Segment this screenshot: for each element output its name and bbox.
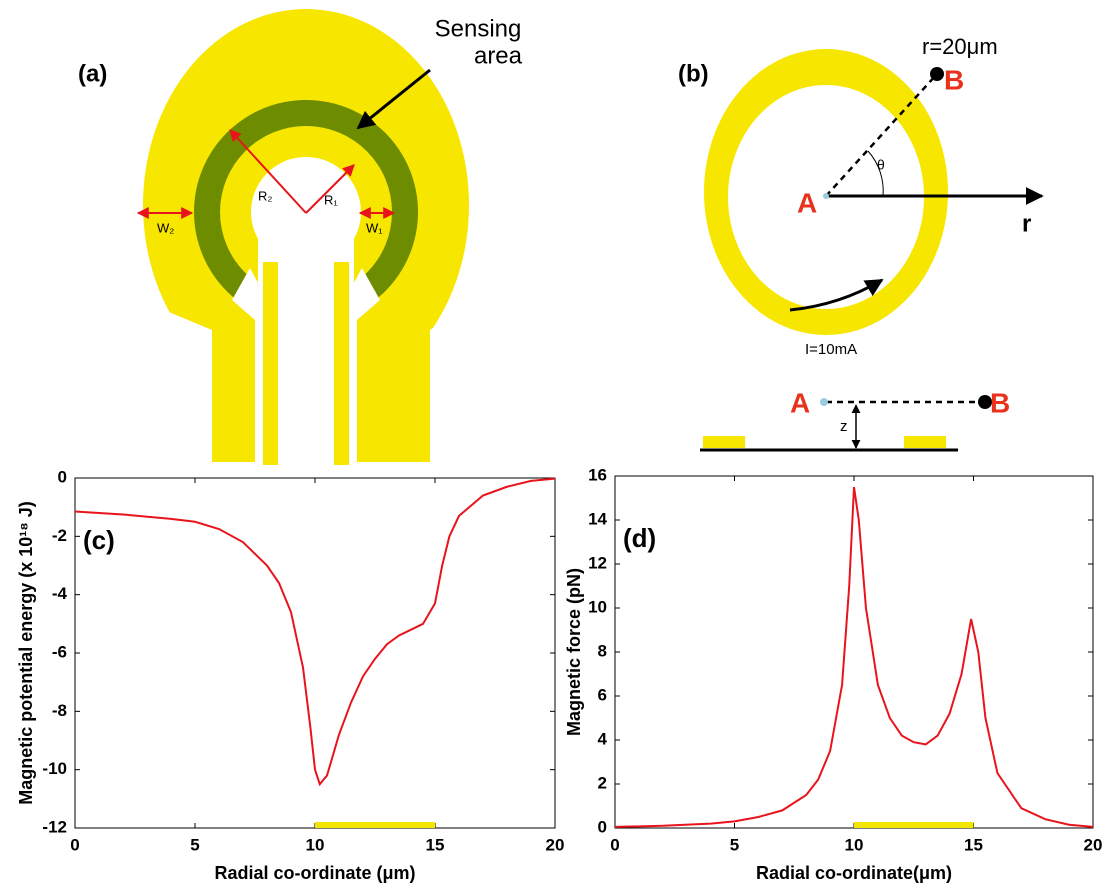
plot-area [74,477,556,829]
panel-label: (c) [83,525,115,555]
data-line [74,477,556,787]
cut [140,300,212,470]
r2-label: R₂ [258,188,272,203]
point-a [823,193,829,199]
y-tick-label: -10 [42,759,67,778]
x-tick-label: 15 [426,835,445,854]
panel-label: (d) [623,523,656,553]
point-b-label: B [944,64,964,95]
wire-section [904,436,946,448]
point-b [930,67,944,81]
diagram-b: (b) r=20μm B A θ r I=10mA A B z [678,34,1044,452]
x-tick-label: 5 [730,835,739,854]
radius-label: r=20μm [922,34,998,59]
current-label: I=10mA [805,341,857,358]
lead [334,262,349,465]
height-label: z [840,418,848,435]
x-tick-label: 15 [964,835,983,854]
wire-section [703,436,745,448]
y-tick-label: 10 [588,597,607,616]
y-tick-label: 4 [598,729,608,748]
y-tick-label: 12 [588,553,607,572]
y-tick-label: -12 [42,817,67,836]
radius-line [825,73,938,197]
y-axis-label: Magnetic potential energy (x 10¹⁸ J) [16,501,36,805]
y-tick-label: 8 [598,641,607,660]
angle-label: θ [877,157,885,173]
side-b-label: B [990,387,1010,418]
w2-label: W₂ [157,220,174,235]
lead [263,262,278,465]
panel-label: (a) [78,60,107,87]
y-tick-label: 6 [598,685,607,704]
y-tick-label: 16 [588,465,607,484]
y-tick-label: -4 [52,584,68,603]
x-axis-label: Radial co-ordinate (μm) [214,863,415,883]
y-tick-label: -6 [52,642,67,661]
panel-label: (b) [678,60,709,87]
electrode-range [854,822,974,828]
y-axis-label: Magnetic force (pN) [564,568,584,736]
annotation-arrow [356,68,431,130]
y-tick-label: 0 [598,817,607,836]
y-tick-label: 2 [598,773,607,792]
x-tick-label: 0 [610,835,619,854]
y-tick-label: -2 [52,526,67,545]
electrode-range [315,822,435,828]
x-tick-label: 20 [1084,835,1103,854]
plot-area [614,475,1094,829]
current-arrow [789,278,884,312]
y-tick-label: 14 [588,509,607,528]
side-a-label: A [790,387,810,418]
angle-arc [867,150,884,197]
x-tick-label: 20 [546,835,565,854]
point-a [820,398,828,406]
axis-label: r [1022,210,1031,237]
point-b [978,395,992,409]
slot [232,268,262,462]
annotation: area [474,42,523,69]
x-tick-label: 10 [306,835,325,854]
cut [430,300,472,470]
r1-arrow [305,164,355,214]
y-tick-label: -8 [52,701,67,720]
w1-label: W₁ [366,220,383,235]
annotation: Sensing [435,15,522,42]
slot [350,268,380,462]
point-a-label: A [797,187,817,218]
y-tick-label: 0 [58,467,67,486]
r1-label: R₁ [324,192,338,207]
x-tick-label: 5 [190,835,199,854]
diagram-a: (a) Sensing area R₂ R₁ W₂ W₁ [78,9,523,470]
r2-arrow [229,129,307,214]
data-line [614,486,1094,828]
x-axis-label: Radial co-ordinate(μm) [756,863,952,883]
x-tick-label: 10 [845,835,864,854]
x-tick-label: 0 [70,835,79,854]
